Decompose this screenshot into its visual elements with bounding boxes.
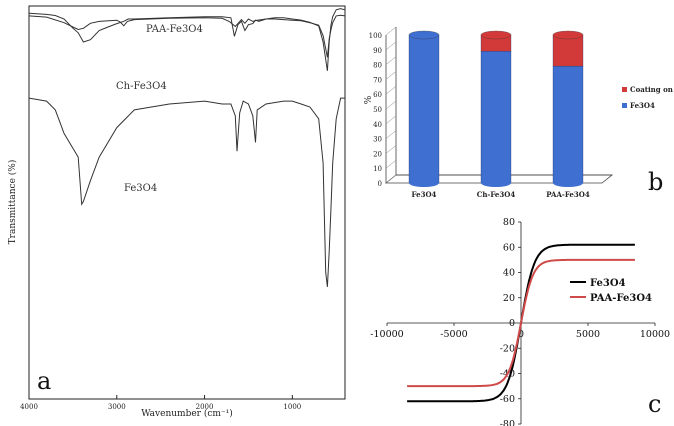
panel-b-gridline-0 [385,174,397,184]
panel-b-bar-bottom-fe3o4 [409,179,439,187]
panel-b-gridline-70 [385,71,397,80]
panel-a-ylabel: Transmittance (%) [7,160,18,245]
panel-c-ytick-label--80: -80 [500,419,515,426]
panel-b-bar-top-ch-fe3o4 [480,30,512,40]
panel-c-xtick-label-0: 0 [518,329,524,340]
panel-b-ytick-80: 80 [373,62,382,70]
panel-c-ytick-label-80: 80 [503,217,515,228]
panel-b-gridline-30 [385,130,397,139]
panel-c-ytick-label-60: 60 [503,242,515,253]
panel-b-legend-label-1: Fe3O4 [630,101,655,110]
panel-c-ytick-label-0: 0 [509,318,515,329]
panel-b-ytick-100: 100 [369,32,382,40]
panel-b-grid: 0 10 20 30 40 50 60 70 80 90 100 [369,26,614,188]
panel-b-ytick-50: 50 [373,106,382,114]
panel-b-gridline-90 [385,41,397,50]
panel-b-bar-chart: % 0 10 20 30 40 50 60 70 80 90 100 Fe3O4 Ch-Fe3O4 PA… [364,26,674,199]
panel-a-curve-label-fe: Fe3O4 [124,183,157,194]
panel-b-ytick-70: 70 [373,76,382,84]
panel-b-bar-bottom-ch-fe3o4 [481,179,511,187]
panel-a-letter: a [37,367,51,395]
panel-b-gridline-50 [385,100,397,110]
panel-c-legend: Fe3O4 PAA-Fe3O4 [570,278,652,304]
panel-b-gridline-40 [385,115,397,124]
panel-b-legend-swatch-1 [622,103,627,108]
panel-b-ytick-10: 10 [373,165,382,173]
panel-c-ytick-label--60: -60 [500,394,515,405]
panel-c-ytick-label--20: -20 [500,343,515,354]
panel-c-legend-label-0: Fe3O4 [590,278,626,289]
panel-c-hysteresis-chart: -10000 -5000 0 5000 10000-80-60-40-202040608… [370,217,670,426]
panel-b-bar-paa-fe3o4-fe3o4 [552,65,584,184]
panel-b-legend-swatch-0 [622,87,627,92]
panel-c-ytick-label-40: 40 [503,268,515,279]
panel-a-xlabel: Wavenumber (cm⁻¹) [141,408,233,419]
panel-b-bar-fe3o4-fe3o4 [408,34,440,184]
panel-c-axes: -10000 -5000 0 5000 10000-80-60-40-202040608… [370,217,670,426]
panel-c-xtick-label-5000: 5000 [576,329,600,340]
panel-b-ytick-90: 90 [373,47,382,55]
panel-a-xtick-label-2000: 2000 [196,403,214,411]
panel-b-ytick-40: 40 [373,121,382,129]
panel-a-xtick-label-4000: 4000 [20,403,38,411]
panel-a-xtick-label-3000: 3000 [108,403,126,411]
panel-c-ytick-label-20: 20 [503,293,515,304]
panel-b-ylabel: % [364,95,374,104]
panel-b-category-paa-fe3o4: PAA-Fe3O4 [546,190,590,199]
panel-c-legend-label-1: PAA-Fe3O4 [590,293,652,304]
panel-c-series-paa-fe3o4 [407,258,635,388]
panel-b-bar-ch-fe3o4-fe3o4 [480,51,512,184]
panel-c-xtick-label--5000: -5000 [440,329,467,340]
panel-a-series-ch-fe3o4 [28,8,346,71]
panel-b-gridline-10 [385,160,397,169]
panel-b-bar-bottom-paa-fe3o4 [553,179,583,187]
panel-c-series [407,243,635,403]
panel-b-bar-top-paa-fe3o4 [552,30,584,40]
panel-a-series-fe3o4 [28,97,345,287]
panel-c-xtick-label--10000: -10000 [370,329,403,340]
panel-b-category-fe3o4: Fe3O4 [412,190,437,199]
panel-a-curve-label-paa: PAA-Fe3O4 [146,24,203,35]
panel-c-letter: c [648,390,661,418]
panel-b-ytick-20: 20 [373,150,382,158]
panel-a-frame [28,5,346,400]
panel-a-curve-label-ch: Ch-Fe3O4 [116,81,167,92]
panel-b-gridline-20 [385,145,397,154]
panel-b-legend: Coating on NPs Fe3O4 [622,85,674,110]
panel-b-ytick-30: 30 [373,136,382,144]
panel-a-xticks: 4000 3000 2000 1000 [20,395,301,411]
panel-b-bar-paa-fe3o4-coating-on-nps [552,34,584,67]
panel-b-bars: Fe3O4 Ch-Fe3O4 PAA-Fe3O4 [408,30,590,199]
panel-b-ytick-60: 60 [373,91,382,99]
panel-b-bar-top-fe3o4 [408,30,440,40]
panel-b-gridline-80 [385,56,397,65]
panel-b-legend-label-0: Coating on NPs [630,85,674,94]
panel-a-series [28,8,346,287]
panel-b-gridline-100 [385,26,397,36]
panel-a-series-paa-fe3o4 [28,14,346,58]
panel-b-category-ch-fe3o4: Ch-Fe3O4 [477,190,516,199]
panel-b-letter: b [648,168,663,196]
panel-c-xtick-label-10000: 10000 [640,329,670,340]
panel-a-ftir-chart: Transmittance (%) Wavenumber (cm⁻¹) 4000… [7,5,346,419]
panel-b-ytick-0: 0 [378,180,382,188]
panel-b-gridline-60 [385,86,397,95]
panel-a-xtick-label-1000: 1000 [283,403,301,411]
